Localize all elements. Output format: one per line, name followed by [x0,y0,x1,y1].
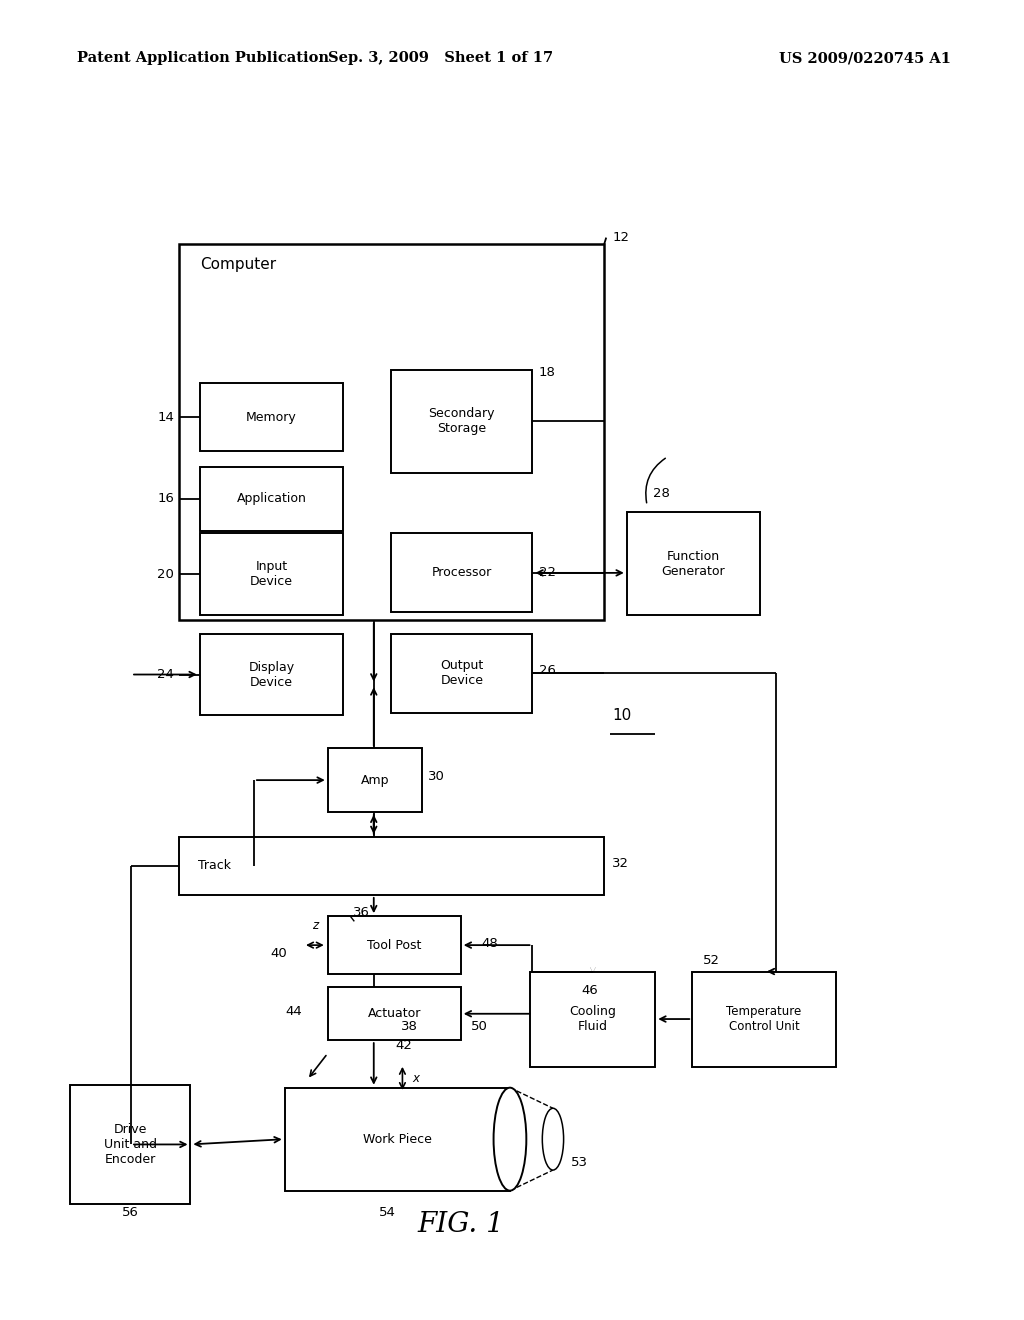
FancyBboxPatch shape [692,972,836,1067]
Text: Cooling
Fluid: Cooling Fluid [569,1005,616,1034]
Text: 20: 20 [158,568,174,581]
Text: Patent Application Publication: Patent Application Publication [77,51,329,65]
Ellipse shape [543,1109,563,1170]
Text: 52: 52 [702,954,720,968]
FancyBboxPatch shape [391,533,532,612]
Text: 16: 16 [158,492,174,506]
Text: Computer: Computer [200,257,275,272]
Text: 53: 53 [571,1156,589,1170]
Text: 56: 56 [122,1206,138,1220]
Text: US 2009/0220745 A1: US 2009/0220745 A1 [779,51,951,65]
FancyBboxPatch shape [530,972,655,1067]
FancyBboxPatch shape [200,634,343,715]
FancyBboxPatch shape [200,467,343,531]
Text: 22: 22 [539,566,556,579]
FancyBboxPatch shape [200,383,343,451]
Text: 44: 44 [286,1005,302,1018]
Text: Memory: Memory [246,411,297,424]
FancyBboxPatch shape [179,837,604,895]
Text: 50: 50 [471,1020,487,1034]
FancyBboxPatch shape [328,987,461,1040]
Text: z: z [312,919,318,932]
FancyBboxPatch shape [179,244,604,620]
Text: FIG. 1: FIG. 1 [418,1212,504,1238]
Text: 18: 18 [539,366,555,379]
Text: Track: Track [198,859,230,873]
Text: 54: 54 [379,1206,395,1220]
Text: 32: 32 [612,857,630,870]
Text: Processor: Processor [432,566,492,579]
FancyBboxPatch shape [200,533,343,615]
FancyBboxPatch shape [328,748,422,812]
Text: Application: Application [237,492,306,506]
Text: 12: 12 [612,231,630,244]
Text: Function
Generator: Function Generator [662,549,725,578]
Text: 38: 38 [401,1020,418,1034]
Text: Amp: Amp [360,774,389,787]
FancyBboxPatch shape [328,916,461,974]
Text: 28: 28 [653,487,670,500]
FancyBboxPatch shape [627,512,760,615]
Text: Output
Device: Output Device [440,659,483,688]
Text: Tool Post: Tool Post [367,939,422,952]
Text: 42: 42 [395,1039,412,1052]
Text: Input
Device: Input Device [250,560,293,589]
Text: 26: 26 [539,664,555,677]
Text: 40: 40 [270,946,287,960]
Text: 36: 36 [353,906,370,919]
Text: 24: 24 [158,668,174,681]
FancyBboxPatch shape [70,1085,190,1204]
Text: Temperature
Control Unit: Temperature Control Unit [726,1005,802,1034]
Text: Secondary
Storage: Secondary Storage [429,407,495,436]
Text: Drive
Unit and
Encoder: Drive Unit and Encoder [103,1123,157,1166]
Text: Actuator: Actuator [368,1007,421,1020]
Text: Display
Device: Display Device [248,660,295,689]
FancyBboxPatch shape [391,370,532,473]
Text: 46: 46 [582,983,598,997]
Text: x: x [413,1072,420,1085]
Text: 30: 30 [428,770,444,783]
FancyBboxPatch shape [391,634,532,713]
Text: Work Piece: Work Piece [362,1133,432,1146]
Text: 14: 14 [158,411,174,424]
Ellipse shape [494,1088,526,1191]
Text: 10: 10 [612,708,632,723]
Text: Sep. 3, 2009   Sheet 1 of 17: Sep. 3, 2009 Sheet 1 of 17 [328,51,553,65]
Text: 48: 48 [481,937,498,950]
FancyBboxPatch shape [285,1088,510,1191]
